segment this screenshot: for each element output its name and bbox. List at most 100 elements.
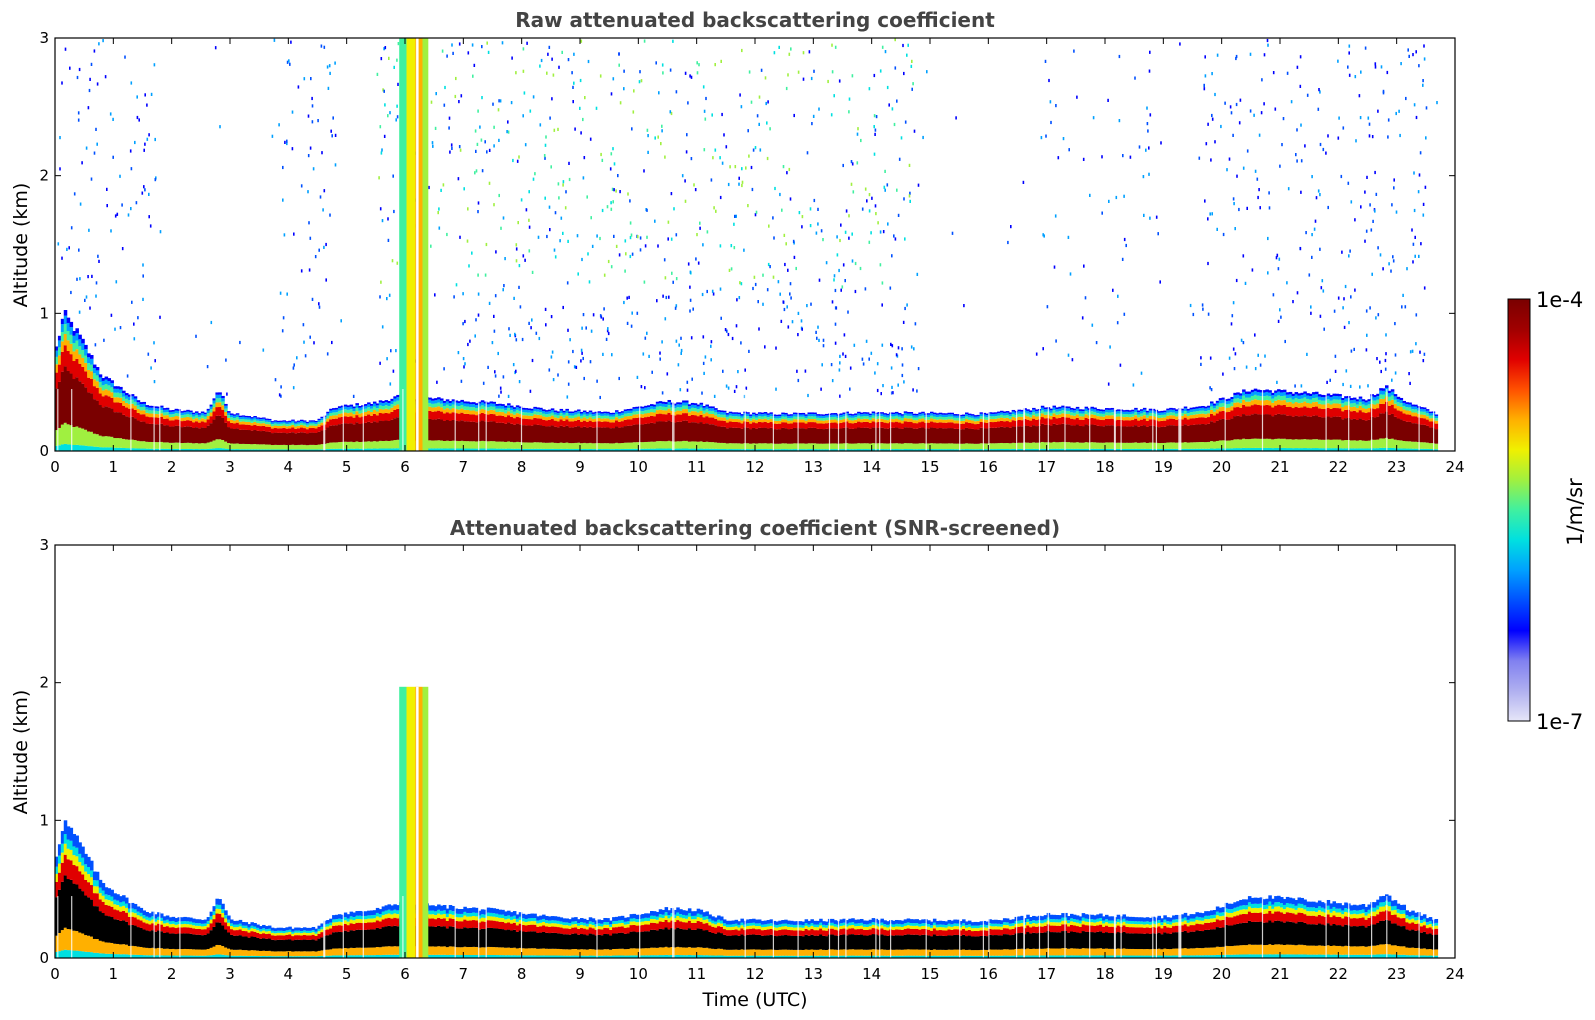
heatmap-cell xyxy=(1300,384,1303,388)
heatmap-cell xyxy=(1319,90,1321,94)
heatmap-cell xyxy=(200,443,205,450)
heatmap-cell xyxy=(711,442,715,449)
heatmap-cell xyxy=(378,402,383,406)
heatmap-cell xyxy=(320,420,324,423)
heatmap-cell xyxy=(871,411,876,414)
heatmap-cell xyxy=(1236,174,1238,178)
heatmap-cell xyxy=(664,414,669,422)
heatmap-cell xyxy=(1201,407,1205,411)
heatmap-cell xyxy=(556,449,561,451)
heatmap-cell xyxy=(168,420,173,427)
heatmap-cell xyxy=(389,111,391,115)
heatmap-cell xyxy=(454,405,459,410)
heatmap-cell xyxy=(84,429,88,446)
heatmap-cell xyxy=(714,415,718,419)
heatmap-cell xyxy=(1296,291,1299,295)
heatmap-cell xyxy=(265,431,269,445)
heatmap-cell xyxy=(1026,448,1030,451)
heatmap-cell xyxy=(87,275,89,279)
heatmap-cell xyxy=(81,343,85,351)
heatmap-cell xyxy=(1423,286,1426,290)
heatmap-cell xyxy=(1364,46,1367,50)
heatmap-cell xyxy=(1125,416,1129,421)
heatmap-cell xyxy=(609,414,613,417)
heatmap-cell xyxy=(497,108,500,112)
heatmap-cell xyxy=(1291,399,1296,404)
heatmap-cell xyxy=(1029,448,1033,451)
heatmap-cell xyxy=(782,300,785,304)
heatmap-cell xyxy=(1299,247,1302,251)
heatmap-cell xyxy=(1122,414,1127,418)
heatmap-cell xyxy=(276,432,281,445)
heatmap-cell xyxy=(387,441,392,449)
heatmap-cell xyxy=(250,420,254,423)
heatmap-cell xyxy=(326,65,329,69)
heatmap-cell xyxy=(914,322,917,326)
heatmap-cell xyxy=(970,414,975,416)
heatmap-cell xyxy=(1146,122,1149,126)
heatmap-cell xyxy=(930,413,934,416)
heatmap-cell xyxy=(107,436,112,448)
heatmap-cell xyxy=(741,167,743,171)
heatmap-cell xyxy=(550,415,555,420)
heatmap-cell xyxy=(1220,124,1222,129)
heatmap-cell xyxy=(684,199,687,203)
heatmap-cell xyxy=(851,428,855,444)
heatmap-cell xyxy=(450,143,453,147)
heatmap-cell xyxy=(247,444,252,450)
heatmap-cell xyxy=(302,423,307,426)
heatmap-cell xyxy=(1271,395,1275,399)
heatmap-cell xyxy=(495,412,499,416)
heatmap-cell xyxy=(573,81,575,85)
heatmap-cell xyxy=(78,334,82,340)
heatmap-cell xyxy=(591,244,594,248)
heatmap-cell xyxy=(1058,442,1062,449)
heatmap-cell xyxy=(90,393,94,432)
heatmap-cell xyxy=(1387,118,1390,122)
heatmap-cell xyxy=(1375,192,1378,196)
heatmap-cell xyxy=(892,391,894,395)
heatmap-cell xyxy=(580,415,584,419)
heatmap-cell xyxy=(822,344,825,348)
heatmap-cell xyxy=(1380,369,1382,374)
heatmap-cell xyxy=(1035,409,1039,412)
heatmap-cell xyxy=(574,417,578,421)
heatmap-cell xyxy=(1166,415,1170,420)
heatmap-cell xyxy=(857,418,861,422)
heatmap-cell xyxy=(703,148,706,152)
heatmap-cell xyxy=(921,449,925,451)
heatmap-cell xyxy=(1280,392,1284,397)
heatmap-cell xyxy=(545,135,547,139)
heatmap-cell xyxy=(1297,407,1302,417)
heatmap-cell xyxy=(979,421,984,428)
heatmap-cell xyxy=(317,449,322,451)
heatmap-cell xyxy=(510,101,513,105)
heatmap-cell xyxy=(935,414,940,418)
heatmap-cell xyxy=(1393,178,1395,182)
heatmap-cell xyxy=(750,100,753,104)
heatmap-cell xyxy=(469,402,473,405)
heatmap-cell xyxy=(658,413,663,422)
heatmap-cell xyxy=(1137,414,1141,418)
heatmap-cell xyxy=(706,230,709,234)
heatmap-cell xyxy=(512,363,515,367)
heatmap-cell xyxy=(168,410,173,412)
heatmap-cell xyxy=(822,423,826,430)
heatmap-cell xyxy=(606,205,609,209)
heatmap-cell xyxy=(1000,448,1004,451)
heatmap-cell xyxy=(639,236,642,240)
heatmap-cell xyxy=(1110,418,1115,426)
heatmap-cell xyxy=(651,370,653,374)
heatmap-cell xyxy=(927,428,931,444)
heatmap-cell xyxy=(562,305,564,310)
heatmap-cell xyxy=(727,332,730,337)
heatmap-cell xyxy=(760,443,765,450)
heatmap-cell xyxy=(664,421,669,442)
heatmap-cell xyxy=(148,423,152,442)
heatmap-cell xyxy=(1081,416,1086,420)
heatmap-cell xyxy=(734,443,739,450)
heatmap-cell xyxy=(142,414,147,422)
heatmap-cell xyxy=(988,418,992,422)
heatmap-cell xyxy=(606,415,610,419)
heatmap-cell xyxy=(717,420,721,427)
